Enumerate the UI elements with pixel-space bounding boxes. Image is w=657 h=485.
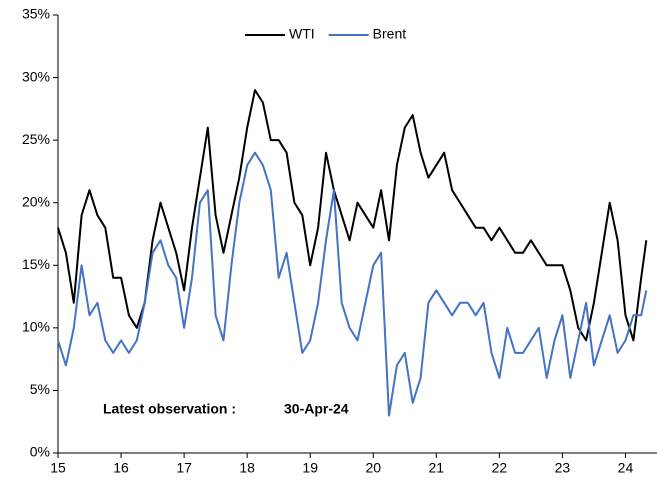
- legend-label: WTI: [289, 26, 315, 42]
- y-tick-label: 10%: [22, 319, 50, 335]
- y-tick-label: 5%: [30, 381, 50, 397]
- y-tick-label: 30%: [22, 68, 50, 84]
- line-series: [57, 151, 648, 417]
- x-tick-label: 23: [555, 460, 571, 476]
- x-tick-label: 24: [618, 460, 634, 476]
- y-tick-label: 35%: [22, 6, 50, 22]
- x-tick-label: 18: [239, 460, 255, 476]
- annotation: 30-Apr-24: [284, 401, 349, 417]
- x-tick-label: 19: [302, 460, 318, 476]
- x-tick-label: 15: [50, 460, 66, 476]
- x-tick-label: 22: [492, 460, 508, 476]
- line-series: [57, 89, 648, 342]
- x-tick-label: 21: [429, 460, 445, 476]
- x-tick-label: 16: [113, 460, 129, 476]
- y-tick-label: 15%: [22, 256, 50, 272]
- x-tick-label: 20: [365, 460, 381, 476]
- annotation: Latest observation :: [103, 401, 236, 417]
- y-tick-label: 20%: [22, 193, 50, 209]
- x-tick-label: 17: [176, 460, 192, 476]
- legend-label: Brent: [373, 26, 407, 42]
- y-tick-label: 25%: [22, 131, 50, 147]
- y-tick-label: 0%: [30, 444, 50, 460]
